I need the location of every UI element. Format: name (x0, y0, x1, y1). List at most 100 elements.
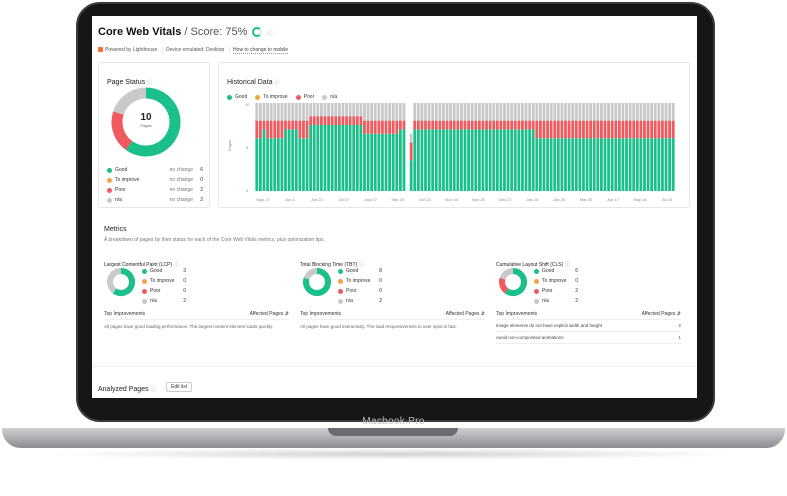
bar-segment[interactable] (330, 103, 334, 117)
bar-segment[interactable] (316, 125, 320, 191)
bar-segment[interactable] (517, 120, 521, 130)
bar-segment[interactable] (564, 120, 567, 139)
bar-segment[interactable] (470, 129, 474, 191)
bar-segment[interactable] (477, 129, 481, 191)
bar-segment[interactable] (266, 120, 269, 139)
bar-segment[interactable] (492, 120, 496, 130)
bar-segment[interactable] (427, 120, 431, 130)
bar-segment[interactable] (513, 103, 517, 121)
bar-segment[interactable] (553, 138, 557, 191)
bar-segment[interactable] (474, 129, 478, 191)
bar-segment[interactable] (621, 103, 625, 121)
bar-segment[interactable] (305, 138, 309, 191)
bar-segment[interactable] (524, 129, 528, 191)
bar-segment[interactable] (273, 103, 277, 121)
bar-segment[interactable] (661, 103, 664, 121)
bar-segment[interactable] (614, 138, 618, 191)
bar-segment[interactable] (294, 120, 298, 130)
bar-segment[interactable] (456, 103, 460, 121)
bar-segment[interactable] (538, 138, 542, 191)
bar-segment[interactable] (345, 103, 348, 117)
bar-segment[interactable] (607, 120, 610, 139)
bar-segment[interactable] (452, 129, 456, 191)
bar-segment[interactable] (578, 120, 582, 139)
legend-item[interactable]: n/a (322, 94, 337, 100)
bar-segment[interactable] (438, 103, 442, 121)
bar-segment[interactable] (294, 129, 298, 191)
bar-segment[interactable] (427, 129, 431, 191)
bar-segment[interactable] (431, 120, 435, 130)
bar-segment[interactable] (355, 125, 359, 191)
bar-segment[interactable] (488, 103, 492, 121)
bar-segment[interactable] (402, 103, 406, 121)
bar-segment[interactable] (352, 116, 356, 125)
bar-segment[interactable] (452, 120, 456, 130)
legend-item[interactable]: Good (227, 94, 247, 100)
bar-segment[interactable] (352, 103, 356, 117)
bar-segment[interactable] (402, 129, 406, 191)
bar-segment[interactable] (258, 120, 262, 139)
bar-segment[interactable] (574, 138, 578, 191)
bar-segment[interactable] (298, 120, 302, 139)
bar-segment[interactable] (531, 129, 535, 191)
bar-segment[interactable] (610, 138, 614, 191)
bar-segment[interactable] (284, 120, 287, 130)
bar-segment[interactable] (366, 133, 370, 191)
bar-segment[interactable] (413, 120, 417, 130)
bar-segment[interactable] (398, 120, 402, 130)
bar-segment[interactable] (341, 103, 345, 117)
bar-segment[interactable] (316, 103, 320, 117)
bar-segment[interactable] (556, 120, 560, 139)
sort-icon[interactable]: ⇵ (284, 311, 289, 317)
bar-segment[interactable] (373, 103, 377, 121)
bar-segment[interactable] (398, 129, 402, 191)
bar-segment[interactable] (348, 125, 352, 191)
bar-segment[interactable] (664, 120, 668, 139)
bar-segment[interactable] (370, 120, 374, 134)
bar-segment[interactable] (582, 138, 585, 191)
bar-segment[interactable] (431, 103, 435, 121)
bar-segment[interactable] (521, 120, 524, 130)
bar-segment[interactable] (488, 120, 492, 130)
bar-segment[interactable] (284, 129, 287, 191)
bar-segment[interactable] (323, 125, 327, 191)
bar-segment[interactable] (255, 103, 259, 121)
bar-segment[interactable] (600, 120, 603, 139)
bar-segment[interactable] (391, 120, 395, 134)
bar-segment[interactable] (434, 103, 438, 121)
bar-segment[interactable] (495, 129, 499, 191)
bar-segment[interactable] (438, 120, 442, 130)
bar-segment[interactable] (355, 103, 359, 117)
bar-segment[interactable] (535, 120, 539, 139)
bar-segment[interactable] (337, 125, 341, 191)
bar-segment[interactable] (495, 103, 499, 121)
bar-segment[interactable] (384, 133, 388, 191)
bar-segment[interactable] (521, 129, 524, 191)
bar-segment[interactable] (305, 120, 309, 139)
bar-segment[interactable] (492, 103, 496, 121)
bar-segment[interactable] (384, 120, 388, 134)
edit-list-button[interactable]: Edit list (166, 381, 193, 392)
bar-segment[interactable] (416, 103, 420, 121)
bar-segment[interactable] (628, 120, 632, 139)
bar-segment[interactable] (592, 103, 596, 121)
bar-segment[interactable] (334, 125, 338, 191)
bar-segment[interactable] (445, 129, 449, 191)
bar-segment[interactable] (416, 129, 420, 191)
bar-segment[interactable] (495, 120, 499, 130)
bar-segment[interactable] (273, 120, 277, 139)
bar-segment[interactable] (542, 138, 546, 191)
bar-segment[interactable] (363, 103, 366, 121)
bar-segment[interactable] (485, 103, 488, 121)
bar-segment[interactable] (266, 103, 269, 121)
bar-segment[interactable] (646, 138, 650, 191)
bar-segment[interactable] (470, 120, 474, 130)
bar-segment[interactable] (355, 116, 359, 125)
bar-segment[interactable] (578, 103, 582, 121)
bar-segment[interactable] (269, 120, 273, 139)
bar-segment[interactable] (370, 133, 374, 191)
bar-segment[interactable] (373, 120, 377, 134)
bar-segment[interactable] (560, 103, 564, 121)
bar-segment[interactable] (366, 120, 370, 134)
bar-segment[interactable] (625, 103, 628, 121)
